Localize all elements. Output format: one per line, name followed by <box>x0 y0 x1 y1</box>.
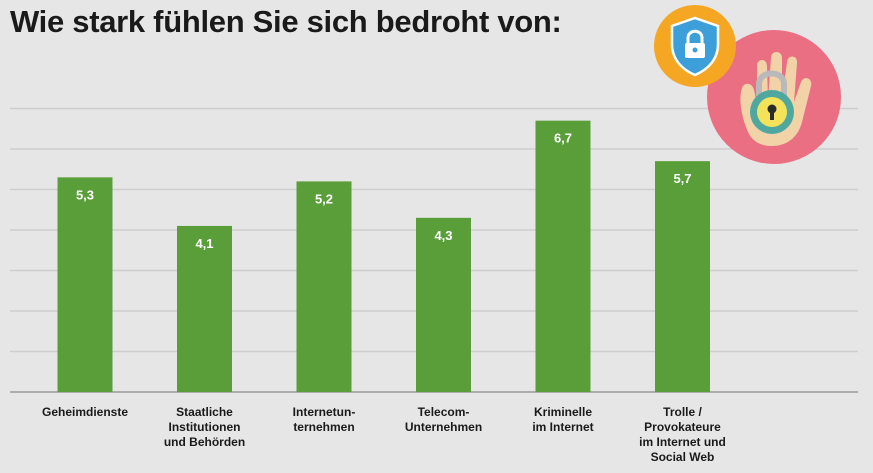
category-label: Internetun-ternehmen <box>293 405 356 434</box>
chart-title: Wie stark fühlen Sie sich bedroht von: <box>10 4 562 39</box>
bar <box>296 181 352 392</box>
hand-lock-icon <box>707 30 841 164</box>
shield-lock-icon <box>654 5 736 87</box>
labels: 5,3 Geheimdienste 4,1 Staatliche Institution… <box>42 131 726 464</box>
category-label: Geheimdienste <box>42 405 128 419</box>
bar-value-label: 4,1 <box>195 236 213 251</box>
category-label: Telecom-Unternehmen <box>405 405 482 434</box>
bar <box>416 217 471 392</box>
bar <box>177 225 232 392</box>
bar-value-label: 4,3 <box>434 228 452 243</box>
category-label: Trolle / Provokateure im Internet und Socia… <box>639 405 726 464</box>
category-label: Kriminelle im Internet <box>532 405 593 434</box>
bar-value-label: 5,2 <box>315 191 333 206</box>
bar <box>57 177 113 392</box>
category-label: Staatliche Institutionen und Behörden <box>164 405 245 449</box>
bars <box>57 120 710 393</box>
bar <box>535 120 591 393</box>
bar-value-label: 5,7 <box>673 171 691 186</box>
bar-value-label: 6,7 <box>554 131 572 146</box>
bar-value-label: 5,3 <box>76 187 94 202</box>
bar <box>655 161 710 392</box>
